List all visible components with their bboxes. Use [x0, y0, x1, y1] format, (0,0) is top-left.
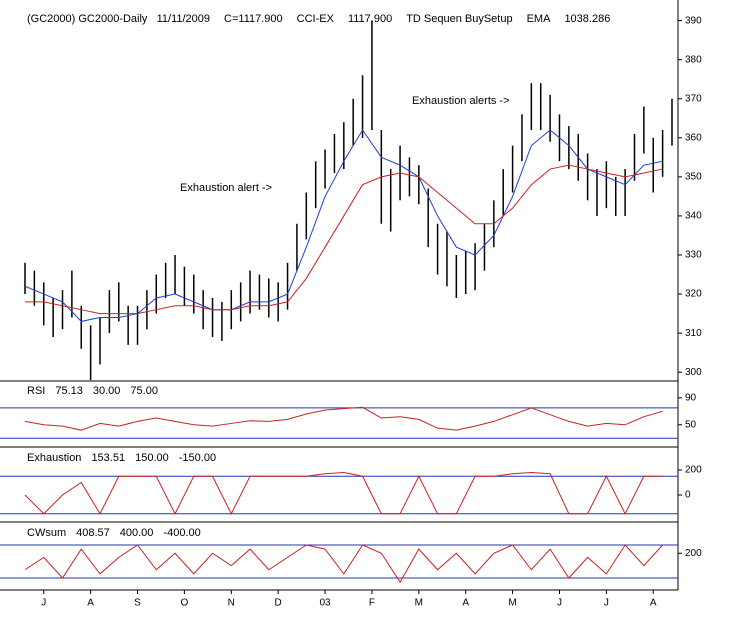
x-tick-label: M — [415, 598, 423, 609]
x-tick-label: O — [181, 598, 189, 609]
x-tick-label: 03 — [319, 598, 331, 609]
x-tick-label: A — [87, 598, 94, 609]
indicator-header: RSI — [27, 385, 45, 397]
header-item: 1117.900 — [348, 13, 392, 25]
indicator-header: -400.00 — [163, 527, 200, 539]
ema-line — [25, 164, 663, 315]
ema-line — [24, 129, 663, 322]
indicator-header: -150.00 — [179, 452, 216, 464]
y-tick-label: 340 — [685, 211, 702, 222]
x-tick-label: J — [41, 598, 46, 609]
indicator-header: Exhaustion — [27, 452, 81, 464]
indicator-header: 30.00 — [93, 385, 121, 397]
annotation: Exhaustion alerts -> — [412, 95, 510, 107]
y-tick-label: 360 — [685, 132, 702, 143]
header-item: EMA — [527, 13, 552, 25]
y-tick-label: 350 — [685, 172, 702, 183]
y-tick-label: 0 — [685, 490, 691, 501]
annotation: Exhaustion alert -> — [180, 182, 272, 194]
y-tick-label: 300 — [685, 367, 702, 378]
header-item: TD Sequen BuySetup — [406, 13, 512, 25]
indicator-header: 150.00 — [135, 452, 169, 464]
x-tick-label: J — [557, 598, 562, 609]
y-tick-label: 320 — [685, 289, 702, 300]
indicator-header: 75.13 — [55, 385, 83, 397]
indicator-header: 400.00 — [120, 527, 154, 539]
y-tick-label: 90 — [685, 392, 697, 403]
x-tick-label: A — [462, 598, 469, 609]
y-tick-label: 310 — [685, 328, 702, 339]
y-tick-label: 380 — [685, 54, 702, 65]
x-tick-label: S — [134, 598, 141, 609]
x-tick-label: J — [604, 598, 609, 609]
y-tick-label: 390 — [685, 15, 702, 26]
x-tick-label: F — [369, 598, 375, 609]
indicator-line — [24, 544, 663, 584]
x-tick-label: D — [275, 598, 282, 609]
header-item: CCI-EX — [297, 13, 335, 25]
y-tick-label: 200 — [685, 465, 702, 476]
indicator-header: 153.51 — [91, 452, 125, 464]
indicator-header: 75.00 — [130, 385, 158, 397]
y-tick-label: 370 — [685, 93, 702, 104]
header-item: 1038.286 — [564, 13, 610, 25]
indicator-line — [24, 471, 663, 515]
y-tick-label: 50 — [685, 419, 697, 430]
indicator-header: CWsum — [27, 527, 66, 539]
indicator-line — [24, 406, 663, 431]
y-tick-label: 330 — [685, 250, 702, 261]
x-tick-label: N — [228, 598, 235, 609]
header-item: (GC2000) GC2000-Daily 11/11/2009 — [27, 13, 210, 25]
header-item: C=1117.900 — [224, 13, 283, 25]
x-tick-label: A — [650, 598, 657, 609]
y-tick-label: 200 — [685, 548, 702, 559]
x-tick-label: M — [508, 598, 516, 609]
indicator-header: 408.57 — [76, 527, 110, 539]
